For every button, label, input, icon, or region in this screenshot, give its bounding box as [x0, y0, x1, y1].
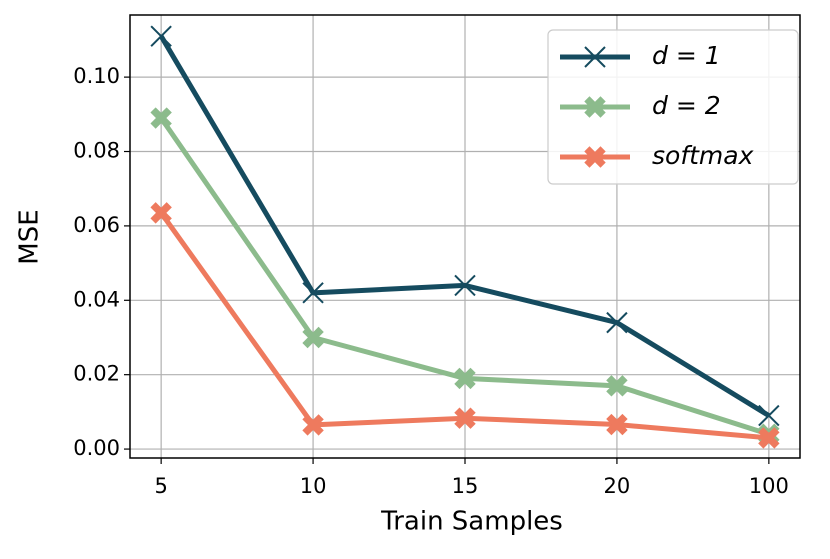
y-tick-label: 0.00: [73, 436, 120, 460]
marker: [150, 107, 172, 129]
marker: [454, 367, 476, 390]
marker: [454, 274, 476, 297]
legend-box: [547, 29, 799, 185]
y-tick-label: 0.04: [73, 287, 120, 311]
marker: [758, 404, 780, 427]
marker: [302, 326, 324, 349]
legend-label: d = 2: [652, 91, 721, 120]
x-axis-label: Train Samples: [380, 507, 563, 537]
marker: [758, 427, 780, 449]
marker: [150, 25, 172, 47]
x-tick-label: 5: [154, 474, 167, 498]
y-tick-label: 0.08: [73, 139, 120, 163]
x-tick-label: 10: [300, 474, 327, 498]
series: [150, 25, 780, 427]
y-tick-label: 0.10: [73, 64, 120, 88]
y-axis-label: MSE: [15, 209, 45, 264]
marker: [606, 375, 628, 397]
marker: [584, 46, 606, 68]
plot-frame: [129, 14, 801, 459]
x-tick-label: 20: [604, 474, 631, 498]
y-tick-label: 0.02: [73, 362, 120, 386]
x-tick-label: 100: [749, 474, 789, 498]
marker: [606, 413, 628, 436]
marker: [584, 96, 606, 118]
marker: [606, 311, 628, 334]
marker: [150, 202, 172, 224]
legend-label: softmax: [652, 141, 754, 170]
y-tick-label: 0.06: [73, 213, 120, 237]
marker: [302, 282, 324, 304]
marker: [584, 146, 606, 168]
x-tick-label: 15: [452, 474, 479, 498]
marker: [302, 414, 324, 436]
legend-label: d = 1: [652, 41, 721, 70]
series: [150, 202, 780, 449]
marker: [454, 407, 476, 429]
